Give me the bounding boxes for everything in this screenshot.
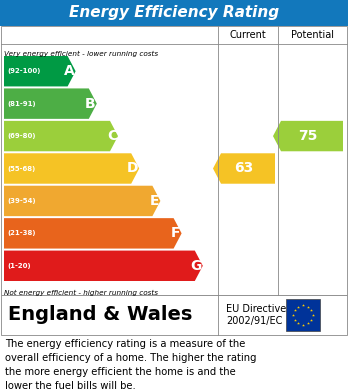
- Text: C: C: [107, 129, 117, 143]
- Polygon shape: [4, 88, 97, 119]
- Text: England & Wales: England & Wales: [8, 305, 192, 325]
- Polygon shape: [4, 121, 118, 151]
- Text: E: E: [150, 194, 159, 208]
- Text: EU Directive: EU Directive: [226, 304, 286, 314]
- Text: (1-20): (1-20): [7, 263, 31, 269]
- Text: (69-80): (69-80): [7, 133, 35, 139]
- Bar: [286, 299, 320, 331]
- Text: (39-54): (39-54): [7, 198, 35, 204]
- Polygon shape: [4, 153, 139, 184]
- Text: G: G: [190, 259, 202, 273]
- Text: (81-91): (81-91): [7, 100, 35, 107]
- Bar: [1, 295, 347, 335]
- Text: Current: Current: [230, 30, 266, 40]
- Polygon shape: [273, 121, 343, 151]
- Polygon shape: [4, 251, 203, 281]
- Bar: [1, 26, 347, 295]
- Text: The energy efficiency rating is a measure of the
overall efficiency of a home. T: The energy efficiency rating is a measur…: [5, 339, 256, 391]
- Text: (55-68): (55-68): [7, 165, 35, 172]
- Text: 63: 63: [234, 161, 254, 176]
- Text: F: F: [171, 226, 181, 240]
- Text: Potential: Potential: [291, 30, 333, 40]
- Polygon shape: [213, 153, 275, 184]
- Text: 75: 75: [298, 129, 318, 143]
- Text: B: B: [85, 97, 96, 111]
- Polygon shape: [4, 56, 76, 86]
- Text: A: A: [64, 64, 74, 78]
- Polygon shape: [4, 218, 182, 249]
- Text: 2002/91/EC: 2002/91/EC: [226, 316, 282, 326]
- Text: D: D: [127, 161, 138, 176]
- Text: Energy Efficiency Rating: Energy Efficiency Rating: [69, 5, 279, 20]
- Polygon shape: [4, 186, 160, 216]
- Bar: [0, 0, 348, 26]
- Text: Not energy efficient - higher running costs: Not energy efficient - higher running co…: [4, 290, 158, 296]
- Text: (92-100): (92-100): [7, 68, 40, 74]
- Text: (21-38): (21-38): [7, 230, 35, 236]
- Text: Very energy efficient - lower running costs: Very energy efficient - lower running co…: [4, 51, 158, 57]
